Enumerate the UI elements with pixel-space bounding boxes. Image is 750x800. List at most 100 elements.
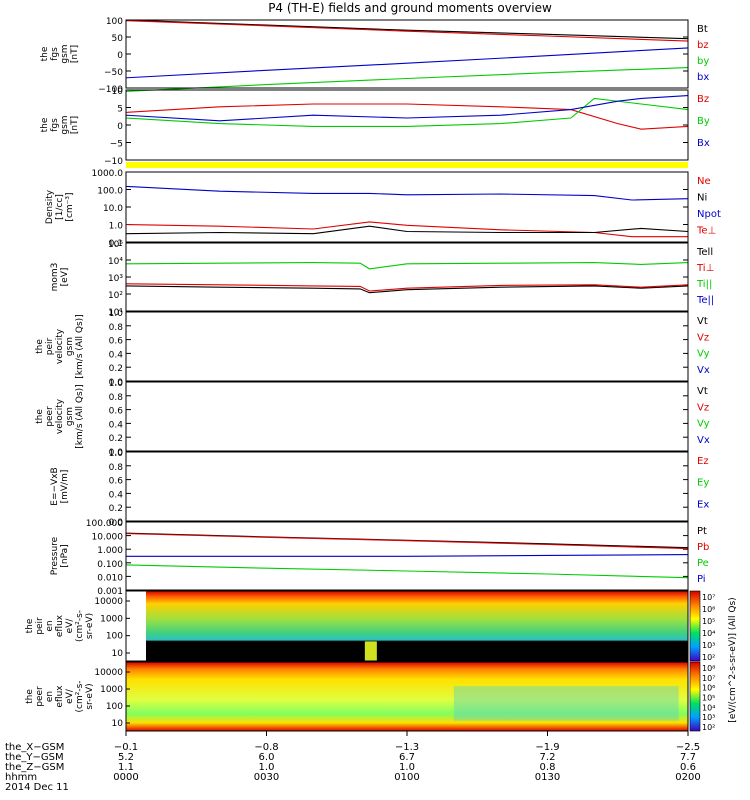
- y-tick-label: 1.000: [97, 546, 123, 556]
- y-axis-label-line: velocity: [55, 398, 65, 434]
- y-axis-label-line: the: [40, 46, 50, 61]
- panel-frame: [125, 381, 689, 452]
- y-tick-label: −5: [110, 140, 123, 150]
- x-tick-label: 7.7: [680, 752, 696, 763]
- y-axis-label-line: fgs: [50, 47, 60, 61]
- y-axis-label-line: peer: [45, 406, 55, 427]
- series-line-Bt: [125, 19, 689, 40]
- panel-frame: [125, 89, 689, 161]
- panel-peir-eflux: 10⁷10⁶10⁵10⁴10³10²10000100010010thepeire…: [25, 590, 715, 662]
- panel-frame: [125, 242, 689, 312]
- y-tick-label: 10000: [94, 668, 123, 678]
- series-line-by: [125, 67, 689, 92]
- y-tick-label: 0.6: [109, 407, 124, 417]
- legend-entry: Bx: [697, 138, 710, 149]
- y-tick-label: 1000.0: [92, 169, 124, 179]
- y-tick-label: 1.0: [109, 379, 124, 389]
- legend-entry: Tell: [696, 247, 713, 258]
- chart-layer: 100500−50−100Btbzbybxthefgsgsm[nT]1050−5…: [5, 17, 738, 793]
- colorbar-tick-label: 10⁶: [702, 684, 715, 693]
- legend-entry: bx: [697, 72, 709, 83]
- legend-entry: Vz: [697, 332, 709, 343]
- panel-pressure: 100.000 10.000 1.000 0.100 0.010 0.001 Pt Pb Pe P…: [50, 519, 709, 597]
- y-tick-label: 10³: [108, 274, 123, 284]
- y-tick-label: 10⁴: [108, 257, 123, 267]
- legend-entry: Vt: [697, 386, 708, 397]
- y-axis-label-line: [nT]: [70, 116, 80, 134]
- series-line-By: [125, 97, 689, 127]
- x-tick-label: −1.9: [535, 742, 559, 753]
- y-tick-label: 0.2: [109, 504, 123, 514]
- colorbar-tick-label: 10⁵: [702, 694, 715, 703]
- y-axis-label-line: mom3: [50, 263, 60, 292]
- legend-entry: Ez: [697, 456, 709, 467]
- y-axis-label: thefgsgsm[nT]: [40, 115, 80, 134]
- series-line-Ni: [125, 225, 689, 235]
- legend-entry: Ey: [697, 478, 709, 489]
- series-line-Ne: [125, 221, 688, 238]
- colorbar-tick-label: 10²: [702, 653, 715, 662]
- y-axis-label-line: [nT]: [70, 45, 80, 63]
- y-axis-label-line: (cm²-s-: [75, 610, 85, 642]
- legend-entry: by: [697, 56, 709, 67]
- colorbar-tick-label: 10⁵: [702, 617, 715, 626]
- legend-entry: Vt: [697, 316, 708, 327]
- x-row-label: hhmm: [5, 772, 37, 783]
- panel-fgs-gsm: 100 50 0 −50 −100 Bt bz by bx thefgsgsm[nT]: [40, 17, 709, 95]
- y-axis-label-line: sr-eV): [85, 683, 95, 709]
- x-tick-label: 6.0: [259, 752, 275, 763]
- colorbar-tick-label: 10⁴: [702, 703, 715, 712]
- panel-peer-velocity: 1.0 0.8 0.6 0.4 0.2 0.0 Vt Vz Vy Vx thepeervelocit…: [35, 379, 710, 458]
- y-tick-label: 1.0: [109, 449, 124, 459]
- colorbar-tick-label: 10⁶: [702, 605, 715, 614]
- x-tick-label: 0000: [113, 772, 138, 783]
- y-tick-label: 0: [117, 122, 123, 132]
- y-tick-label: 0.8: [109, 393, 124, 403]
- y-tick-label: 10000: [94, 597, 123, 607]
- x-tick-label: 0130: [535, 772, 560, 783]
- y-axis-label-line: the: [25, 618, 35, 633]
- legend-entry: Pi: [697, 574, 706, 585]
- y-axis-label-line: gsm: [65, 407, 75, 426]
- y-axis-label-line: [eV]: [60, 268, 70, 287]
- y-tick-label: 0.8: [109, 463, 124, 473]
- y-tick-label: 10¹: [108, 308, 123, 318]
- colorbar-unit-label: [eV/(cm^2-s-sr-eV)] (All Qs): [728, 597, 738, 722]
- y-axis-label-line: the: [35, 339, 45, 354]
- legend-entry: Ni: [697, 193, 707, 204]
- x-tick-label: −2.5: [676, 742, 700, 753]
- y-tick-label: 1000: [100, 614, 123, 624]
- y-tick-label: 0: [117, 51, 123, 61]
- legend-entry: bz: [697, 40, 709, 51]
- colorbar: [689, 590, 701, 662]
- legend-entry: Vy: [697, 419, 710, 430]
- legend-entry: Vy: [697, 349, 710, 360]
- y-tick-label: 1.0: [109, 222, 124, 232]
- legend-entry: Vx: [697, 365, 710, 376]
- y-tick-label: 0.0: [109, 518, 124, 528]
- series-line-Bx: [125, 95, 689, 122]
- colorbar-tick-label: 10⁸: [702, 664, 715, 673]
- x-row-label: the_Z−GSM: [5, 762, 64, 773]
- y-axis-label-line: [km/s (All Qs)]: [75, 314, 85, 378]
- legend-entry: Pb: [697, 542, 709, 553]
- y-tick-label: 0.2: [109, 364, 123, 374]
- y-axis-label-line: en: [45, 691, 55, 702]
- y-axis-label-line: Density: [45, 189, 55, 224]
- y-axis-label-line: sr-eV): [85, 613, 95, 639]
- y-axis-label-line: eV/: [65, 688, 75, 704]
- x-tick-label: −0.1: [114, 742, 138, 753]
- y-axis-label-line: peir: [45, 337, 55, 355]
- panel-peir-velocity: 1.0 0.8 0.6 0.4 0.2 0.0 Vt Vz Vy Vx thepeirvelocit…: [35, 309, 710, 388]
- y-tick-label: 10.0: [103, 204, 123, 214]
- y-axis-label: thepeirenefluxeV/(cm²-s-sr-eV): [25, 610, 95, 642]
- y-tick-label: 0.0: [109, 448, 124, 458]
- y-axis-label: thepeervelocitygsm[km/s (All Qs)]: [35, 384, 85, 448]
- y-tick-label: −100: [98, 85, 123, 95]
- y-tick-label: 0.8: [109, 323, 124, 333]
- y-tick-label: 10.000: [92, 533, 124, 543]
- y-tick-label: 0.0: [109, 378, 124, 388]
- y-tick-label: 1.0: [109, 309, 124, 319]
- y-tick-label: 0.100: [97, 560, 123, 570]
